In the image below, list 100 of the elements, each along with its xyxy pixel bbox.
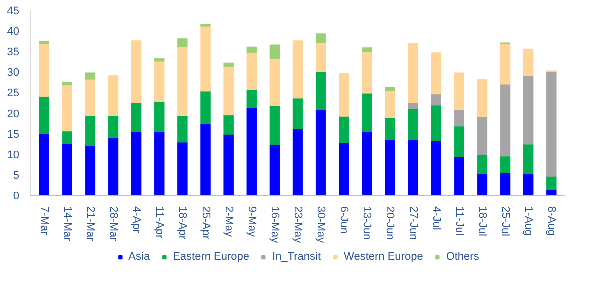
bar [108,138,119,196]
bar [154,102,165,132]
bar [339,116,350,144]
bar [224,62,234,68]
x-tick-label: 28-Mar [108,206,120,242]
bar [385,90,396,118]
bar [270,144,280,196]
bar [62,85,72,132]
bar [200,124,211,196]
y-tick-label: 10 [7,149,20,162]
bar [246,52,257,90]
x-tick-label: 1-Aug [522,206,535,236]
bar [178,142,188,196]
y-tick-label: 45 [7,6,20,18]
bar [339,74,350,117]
bar [39,41,50,44]
y-tick-label: 0 [13,190,20,202]
bar [62,144,72,196]
bar [154,61,165,102]
bar [316,42,326,72]
bar [362,132,372,196]
bar [246,108,257,196]
bar [39,96,50,134]
bar [500,44,511,85]
bar [477,154,488,174]
bar [454,110,465,127]
bar [524,48,534,77]
bar [408,102,418,110]
y-tick-label: 25 [7,88,20,100]
y-tick-label: 15 [7,128,20,141]
x-tick-label: 13-Jun [361,206,374,240]
bar [500,84,511,157]
bar [524,173,534,196]
bar [108,116,119,138]
bar [408,108,418,140]
bar [246,46,257,54]
bar [292,98,304,130]
x-tick-label: 27-Jun [407,206,420,240]
bar [178,46,188,116]
legend-label: Eastern Europe [173,251,250,263]
bar [270,58,280,106]
bar [270,106,280,146]
bar [292,129,304,196]
bar [408,140,418,196]
bar [178,116,188,143]
bar [546,176,557,190]
bar [385,118,396,140]
x-tick-label: 25-Jul [500,206,512,236]
bar [546,72,557,177]
x-tick-label: 18-Apr [176,206,189,240]
x-tick-label: 6-Jun [338,206,350,234]
bar [454,157,465,196]
y-tick-label: 5 [13,170,20,182]
bar [431,140,442,196]
bar [500,156,511,174]
bar [131,102,142,132]
bar [316,110,326,196]
y-tick-label: 30 [7,67,20,80]
bar [385,140,396,196]
bar [362,93,372,132]
bar [454,72,465,110]
bar [292,40,304,99]
x-tick-label: 16-May [268,206,281,244]
bar [339,142,350,196]
y-tick-label: 35 [7,46,20,59]
legend-label: Western Europe [344,251,424,263]
bar [246,90,257,108]
bar [85,79,96,116]
bar [362,48,372,52]
bar [500,172,511,196]
bar [477,173,488,196]
bar [131,40,142,104]
bar [477,116,488,156]
bar [477,79,488,118]
bar [431,52,442,95]
bar [385,87,396,92]
bar [316,34,326,44]
bar [154,132,165,196]
x-tick-label: 18-Jul [476,206,488,236]
x-tick-label: 23-May [292,206,304,244]
x-tick-label: 9-May [246,206,258,238]
x-tick-label: 14-Mar [61,206,74,242]
bar [524,76,534,145]
x-tick-label: 30-May [315,206,328,244]
bar [62,131,72,144]
legend-label: In_Transit [272,251,322,263]
bar [270,44,280,60]
bar [131,132,142,196]
legend-label: Asia [128,251,150,263]
x-tick-label: 4-Jul [430,206,442,230]
bar [408,44,418,104]
bar [362,52,372,94]
bar [85,146,96,196]
bar [224,115,234,135]
x-tick-label: 11-Apr [154,206,166,240]
x-tick-label: 11-Jul [453,206,466,236]
y-tick-label: 20 [7,108,20,120]
bar [224,66,234,116]
bar [154,58,165,62]
bar [431,105,442,142]
